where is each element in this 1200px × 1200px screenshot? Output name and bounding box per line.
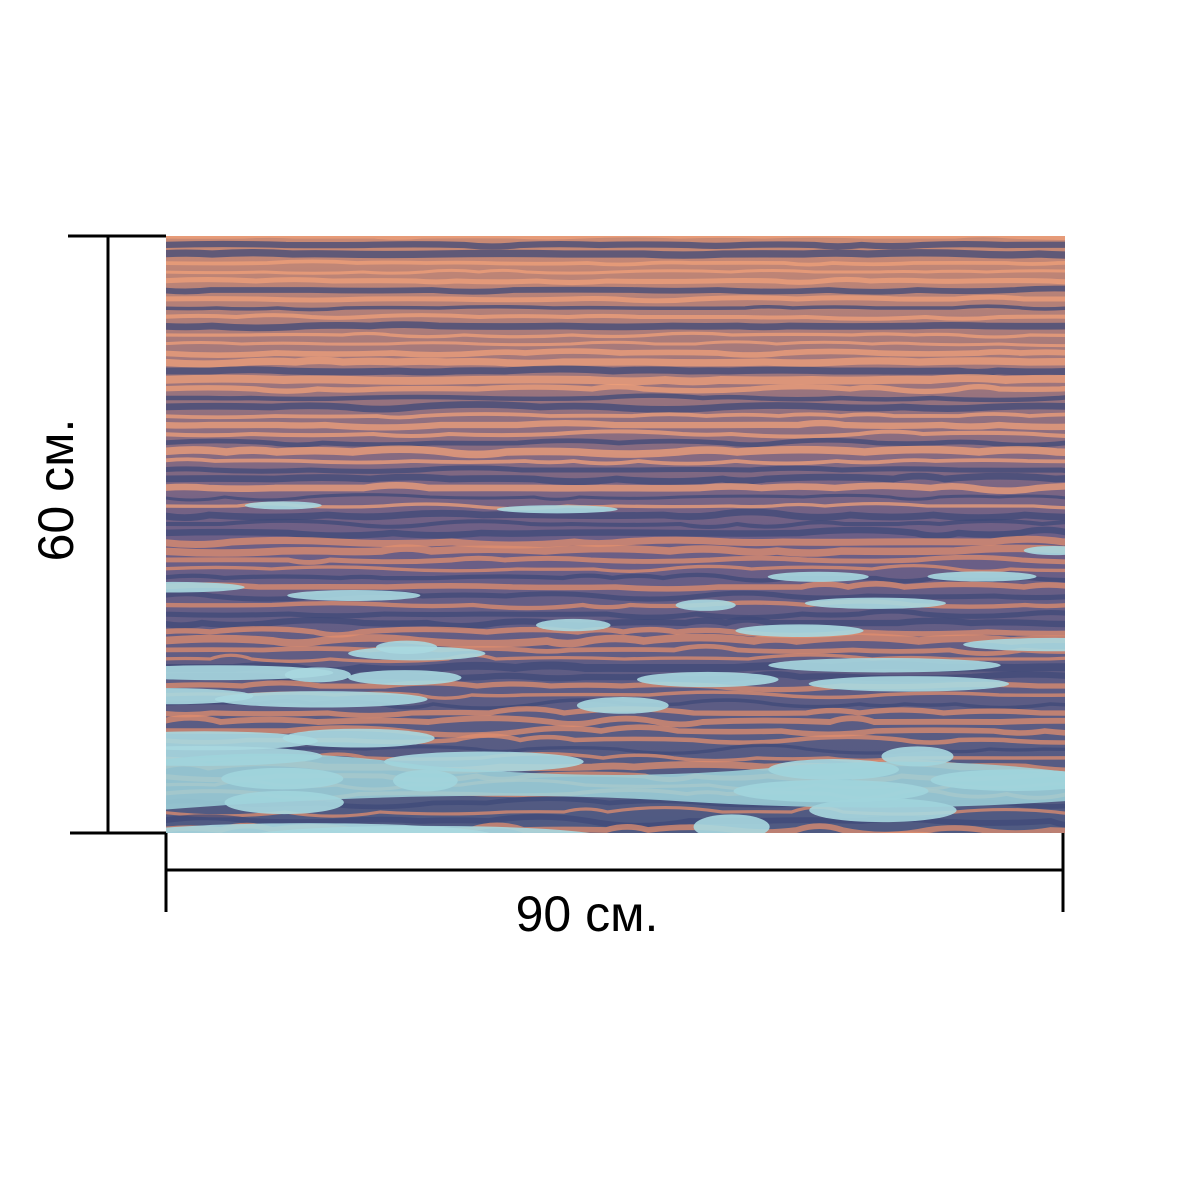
ripple [166, 240, 1065, 250]
ripple [166, 608, 1065, 621]
ripple [166, 285, 1065, 295]
ripple [675, 599, 736, 611]
ripple [576, 697, 669, 714]
ripple [166, 616, 1065, 630]
ripple [166, 493, 1065, 502]
ripple [496, 505, 618, 514]
ripple [768, 658, 1001, 673]
ripple [166, 457, 1065, 466]
width-label: 90 см. [516, 886, 659, 942]
ripple [166, 276, 1065, 286]
ripple [166, 753, 1065, 810]
ripple [166, 535, 1065, 549]
ripple [166, 724, 1065, 738]
ripple [166, 526, 1065, 540]
ripple [166, 554, 1065, 565]
ripple [166, 599, 1065, 611]
ripple [166, 294, 1065, 304]
ripple [166, 743, 1065, 755]
ripple [166, 331, 1065, 339]
ripple [166, 805, 1065, 818]
ripple [348, 646, 486, 661]
ripple [166, 643, 1065, 656]
ripple [166, 268, 1065, 275]
water-photo [166, 236, 1065, 833]
ripple [166, 429, 1065, 439]
ripple [166, 482, 1065, 495]
ripple [166, 365, 1065, 376]
ripple [166, 653, 1065, 664]
ripple [166, 465, 1065, 474]
ripple [166, 348, 1065, 358]
ripple [166, 340, 1065, 348]
ripple [166, 249, 1065, 259]
ripple [804, 597, 946, 609]
ripple [735, 624, 864, 637]
ripple [963, 637, 1065, 652]
ripple [287, 590, 421, 601]
ripple [282, 728, 435, 748]
ripple [166, 581, 245, 593]
ripple [166, 437, 1065, 448]
ripple [881, 746, 954, 767]
ripple [166, 401, 1065, 413]
ripple [166, 383, 1065, 395]
ripple [166, 374, 1065, 386]
height-label: 60 см. [28, 419, 84, 562]
ripple [693, 814, 770, 833]
ripple [536, 618, 611, 632]
ripple [166, 445, 1065, 459]
ripple [166, 236, 1065, 240]
ripple [284, 667, 351, 683]
ripple [244, 501, 322, 510]
ripple [348, 670, 462, 686]
ripple [166, 304, 1065, 312]
ripple [808, 676, 1010, 692]
ripple [166, 633, 1065, 648]
ripple [166, 508, 1065, 522]
ripple [166, 321, 1065, 332]
ripple [166, 626, 1065, 639]
ripple [166, 518, 1065, 529]
ripple [166, 714, 1065, 728]
ripple [166, 393, 1065, 403]
ripple [166, 419, 1065, 431]
ripple [166, 544, 1065, 557]
ripple [166, 259, 1065, 267]
ripple [166, 313, 1065, 321]
ripple [166, 356, 1065, 368]
ripple [767, 571, 869, 582]
ripple [927, 571, 1037, 582]
ripple [166, 412, 1065, 420]
ripple [636, 671, 779, 688]
ripple [166, 823, 490, 833]
ripple [166, 731, 318, 751]
water-ripples [166, 236, 1065, 833]
ripple [877, 831, 939, 833]
ripple [214, 691, 428, 708]
ripple [166, 581, 1065, 592]
ripple [1023, 545, 1065, 556]
ripple [166, 563, 1065, 573]
ripple [166, 472, 1065, 485]
